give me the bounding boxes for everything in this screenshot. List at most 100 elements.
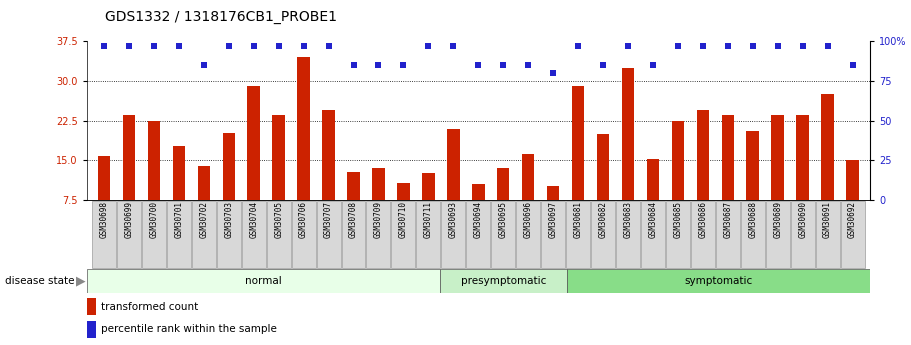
Bar: [87, 321, 97, 338]
Bar: [746, 131, 759, 200]
FancyBboxPatch shape: [392, 201, 415, 268]
Point: [771, 43, 785, 49]
Point: [421, 43, 435, 49]
Bar: [347, 172, 360, 200]
Text: GSM30694: GSM30694: [474, 201, 483, 238]
FancyBboxPatch shape: [541, 201, 565, 268]
Text: GSM30710: GSM30710: [399, 201, 408, 238]
FancyBboxPatch shape: [791, 201, 814, 268]
Text: GSM30700: GSM30700: [149, 201, 159, 238]
Text: GSM30690: GSM30690: [798, 201, 807, 238]
Bar: [671, 121, 684, 200]
FancyBboxPatch shape: [841, 201, 865, 268]
Point: [446, 43, 461, 49]
Bar: [172, 146, 185, 200]
Bar: [772, 116, 784, 200]
Point: [97, 43, 111, 49]
Text: GSM30693: GSM30693: [449, 201, 458, 238]
Bar: [547, 186, 559, 200]
FancyBboxPatch shape: [616, 201, 640, 268]
Text: GSM30692: GSM30692: [848, 201, 857, 238]
Bar: [272, 116, 285, 200]
Bar: [472, 184, 485, 200]
Text: disease state: disease state: [5, 276, 74, 286]
FancyBboxPatch shape: [217, 201, 241, 268]
Text: percentile rank within the sample: percentile rank within the sample: [101, 325, 277, 334]
FancyBboxPatch shape: [416, 201, 440, 268]
Text: GSM30688: GSM30688: [748, 201, 757, 238]
Bar: [373, 168, 384, 200]
FancyBboxPatch shape: [142, 201, 166, 268]
Bar: [422, 172, 435, 200]
Text: presymptomatic: presymptomatic: [461, 276, 547, 286]
Point: [346, 62, 361, 68]
Text: GSM30699: GSM30699: [125, 201, 134, 238]
Point: [721, 43, 735, 49]
Text: normal: normal: [245, 276, 281, 286]
Point: [147, 43, 161, 49]
Text: GSM30708: GSM30708: [349, 201, 358, 238]
Text: GSM30698: GSM30698: [99, 201, 108, 238]
Point: [620, 43, 635, 49]
Text: GSM30703: GSM30703: [224, 201, 233, 238]
Text: GSM30687: GSM30687: [723, 201, 732, 238]
FancyBboxPatch shape: [366, 201, 391, 268]
Bar: [123, 116, 135, 200]
Text: GSM30702: GSM30702: [200, 201, 209, 238]
Point: [546, 70, 560, 76]
Point: [471, 62, 486, 68]
Text: GSM30697: GSM30697: [548, 201, 558, 238]
Text: GSM30682: GSM30682: [599, 201, 608, 238]
FancyBboxPatch shape: [566, 201, 590, 268]
FancyBboxPatch shape: [716, 201, 740, 268]
Bar: [87, 298, 97, 315]
Point: [247, 43, 261, 49]
FancyBboxPatch shape: [441, 201, 466, 268]
Bar: [796, 116, 809, 200]
Point: [296, 43, 311, 49]
Point: [845, 62, 860, 68]
Bar: [567, 269, 870, 293]
Text: symptomatic: symptomatic: [684, 276, 752, 286]
Text: GSM30711: GSM30711: [424, 201, 433, 238]
Bar: [397, 183, 410, 200]
Bar: [621, 68, 634, 200]
FancyBboxPatch shape: [641, 201, 665, 268]
FancyBboxPatch shape: [317, 201, 341, 268]
Bar: [447, 129, 459, 200]
Bar: [248, 86, 260, 200]
Text: GSM30704: GSM30704: [250, 201, 258, 238]
FancyBboxPatch shape: [517, 201, 540, 268]
Bar: [572, 86, 584, 200]
Point: [396, 62, 411, 68]
Point: [322, 43, 336, 49]
Point: [745, 43, 760, 49]
Point: [695, 43, 710, 49]
Point: [496, 62, 510, 68]
Bar: [497, 168, 509, 200]
Text: GSM30681: GSM30681: [574, 201, 582, 238]
Point: [596, 62, 610, 68]
Text: GSM30683: GSM30683: [623, 201, 632, 238]
Text: GSM30691: GSM30691: [823, 201, 832, 238]
FancyBboxPatch shape: [466, 201, 490, 268]
Bar: [148, 121, 160, 200]
Bar: [822, 94, 834, 200]
Text: GSM30709: GSM30709: [374, 201, 383, 238]
Point: [171, 43, 186, 49]
FancyBboxPatch shape: [591, 201, 615, 268]
Point: [197, 62, 211, 68]
Text: GSM30706: GSM30706: [299, 201, 308, 238]
Bar: [198, 166, 210, 200]
FancyBboxPatch shape: [666, 201, 690, 268]
Bar: [297, 57, 310, 200]
Bar: [322, 110, 335, 200]
Bar: [222, 133, 235, 200]
Text: GSM30689: GSM30689: [773, 201, 783, 238]
Bar: [597, 134, 609, 200]
Text: GSM30695: GSM30695: [498, 201, 507, 238]
FancyBboxPatch shape: [241, 201, 266, 268]
Text: ▶: ▶: [76, 275, 86, 288]
FancyBboxPatch shape: [267, 201, 291, 268]
Text: GDS1332 / 1318176CB1_PROBE1: GDS1332 / 1318176CB1_PROBE1: [105, 10, 337, 24]
